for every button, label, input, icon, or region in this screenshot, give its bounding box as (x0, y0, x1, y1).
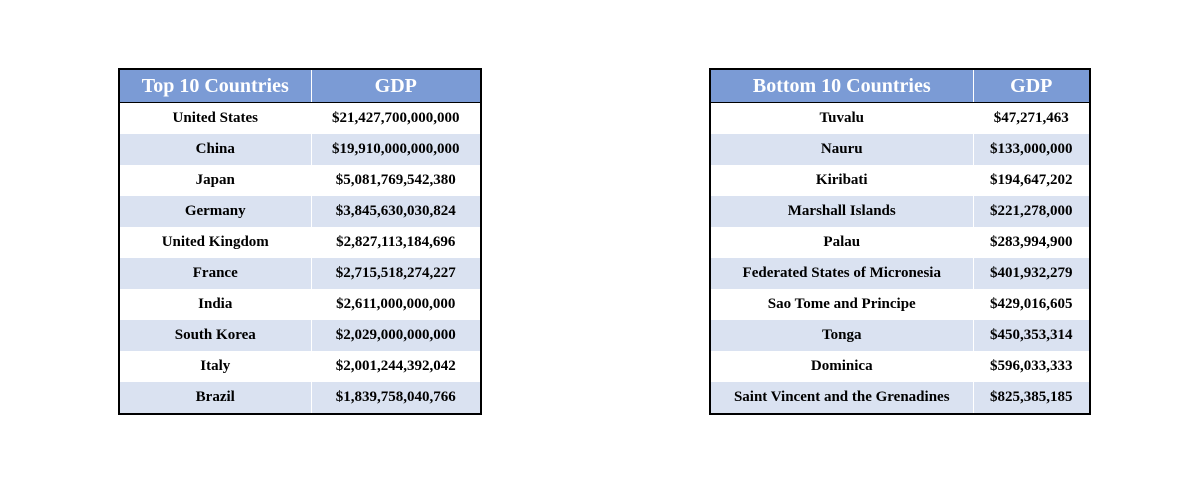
gdp-cell: $2,001,244,392,042 (311, 351, 481, 382)
table-row: Brazil $1,839,758,040,766 (119, 382, 481, 414)
country-cell: China (119, 134, 312, 165)
gdp-cell: $1,839,758,040,766 (311, 382, 481, 414)
table-row: Japan $5,081,769,542,380 (119, 165, 481, 196)
table-row: Tuvalu $47,271,463 (710, 102, 1090, 134)
country-column-header: Bottom 10 Countries (710, 69, 974, 103)
table-row: Saint Vincent and the Grenadines $825,38… (710, 382, 1090, 414)
gdp-cell: $429,016,605 (973, 289, 1090, 320)
country-cell: United States (119, 102, 312, 134)
table-row: China $19,910,000,000,000 (119, 134, 481, 165)
top-10-countries-table: Top 10 Countries GDP United States $21,4… (118, 68, 482, 415)
gdp-cell: $194,647,202 (973, 165, 1090, 196)
country-cell: United Kingdom (119, 227, 312, 258)
table-row: South Korea $2,029,000,000,000 (119, 320, 481, 351)
gdp-cell: $19,910,000,000,000 (311, 134, 481, 165)
gdp-cell: $21,427,700,000,000 (311, 102, 481, 134)
gdp-column-header: GDP (311, 69, 481, 103)
table-row: Dominica $596,033,333 (710, 351, 1090, 382)
country-cell: South Korea (119, 320, 312, 351)
gdp-cell: $825,385,185 (973, 382, 1090, 414)
gdp-cell: $3,845,630,030,824 (311, 196, 481, 227)
table-row: Sao Tome and Principe $429,016,605 (710, 289, 1090, 320)
country-column-header: Top 10 Countries (119, 69, 312, 103)
table-row: United States $21,427,700,000,000 (119, 102, 481, 134)
country-cell: Nauru (710, 134, 974, 165)
country-cell: Tonga (710, 320, 974, 351)
table-row: India $2,611,000,000,000 (119, 289, 481, 320)
gdp-cell: $450,353,314 (973, 320, 1090, 351)
table-row: Italy $2,001,244,392,042 (119, 351, 481, 382)
gdp-column-header: GDP (973, 69, 1090, 103)
country-cell: India (119, 289, 312, 320)
country-cell: Japan (119, 165, 312, 196)
gdp-cell: $2,029,000,000,000 (311, 320, 481, 351)
gdp-cell: $2,715,518,274,227 (311, 258, 481, 289)
table-row: Tonga $450,353,314 (710, 320, 1090, 351)
country-cell: Palau (710, 227, 974, 258)
gdp-cell: $221,278,000 (973, 196, 1090, 227)
table-row: Palau $283,994,900 (710, 227, 1090, 258)
country-cell: France (119, 258, 312, 289)
country-cell: Germany (119, 196, 312, 227)
gdp-cell: $47,271,463 (973, 102, 1090, 134)
gdp-cell: $2,827,113,184,696 (311, 227, 481, 258)
gdp-cell: $283,994,900 (973, 227, 1090, 258)
table-header-row: Bottom 10 Countries GDP (710, 69, 1090, 103)
gdp-cell: $133,000,000 (973, 134, 1090, 165)
country-cell: Marshall Islands (710, 196, 974, 227)
table-row: United Kingdom $2,827,113,184,696 (119, 227, 481, 258)
table-header-row: Top 10 Countries GDP (119, 69, 481, 103)
gdp-cell: $5,081,769,542,380 (311, 165, 481, 196)
table-row: Kiribati $194,647,202 (710, 165, 1090, 196)
country-cell: Federated States of Micronesia (710, 258, 974, 289)
table-row: France $2,715,518,274,227 (119, 258, 481, 289)
gdp-cell: $2,611,000,000,000 (311, 289, 481, 320)
table-row: Federated States of Micronesia $401,932,… (710, 258, 1090, 289)
gdp-cell: $401,932,279 (973, 258, 1090, 289)
country-cell: Kiribati (710, 165, 974, 196)
bottom-10-countries-table: Bottom 10 Countries GDP Tuvalu $47,271,4… (709, 68, 1091, 415)
country-cell: Tuvalu (710, 102, 974, 134)
country-cell: Italy (119, 351, 312, 382)
table-row: Marshall Islands $221,278,000 (710, 196, 1090, 227)
table-row: Germany $3,845,630,030,824 (119, 196, 481, 227)
country-cell: Sao Tome and Principe (710, 289, 974, 320)
gdp-cell: $596,033,333 (973, 351, 1090, 382)
table-row: Nauru $133,000,000 (710, 134, 1090, 165)
country-cell: Saint Vincent and the Grenadines (710, 382, 974, 414)
country-cell: Brazil (119, 382, 312, 414)
country-cell: Dominica (710, 351, 974, 382)
